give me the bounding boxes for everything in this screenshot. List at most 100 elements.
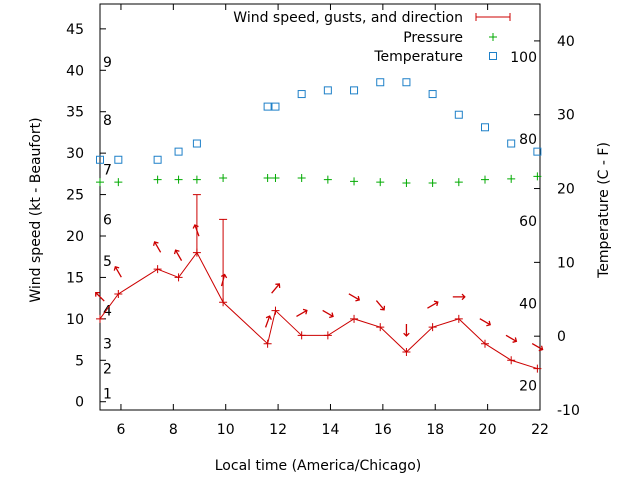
legend-label-wind: Wind speed, gusts, and direction	[233, 10, 463, 26]
left-tick-label: 30	[66, 146, 84, 162]
wind-speed-point	[153, 265, 162, 274]
pressure-point	[454, 178, 463, 187]
x-axis-ticks: 6 8 10 12 14 16 18 20 22	[116, 4, 549, 438]
pressure-point	[376, 178, 385, 187]
left-tick-label: 40	[66, 63, 84, 79]
fahrenheit-label: 40	[519, 297, 537, 313]
temperature-point	[507, 139, 516, 148]
left-tick-label: 15	[66, 270, 84, 286]
pressure-point	[350, 177, 359, 186]
wind-speed-point	[376, 323, 385, 332]
pressure-point	[323, 175, 332, 184]
pressure-point	[402, 178, 411, 187]
pressure-point	[153, 175, 162, 184]
left-tick-label: 20	[66, 229, 84, 245]
wind-direction-arrow	[152, 241, 162, 253]
temperature-point	[263, 102, 272, 111]
x-tick-label: 6	[116, 422, 125, 438]
temperature-point	[533, 147, 542, 156]
legend-sample-wind	[475, 13, 511, 21]
temperature-point	[271, 102, 280, 111]
wind-speed-point	[271, 306, 280, 315]
beaufort-label: 6	[103, 212, 112, 228]
left-axis-ticks: 0 5 10 15 20 25 30 35 40 45	[66, 22, 106, 411]
fahrenheit-label: 20	[519, 379, 537, 395]
temperature-point	[297, 90, 306, 99]
temperature-point	[428, 90, 437, 99]
pressure-point	[114, 178, 123, 187]
pressure-series	[96, 172, 542, 187]
wind-direction-arrow	[296, 308, 308, 317]
wind-direction-arrow	[403, 324, 410, 337]
temperature-point	[153, 155, 162, 164]
legend: Wind speed, gusts, and direction Pressur…	[233, 10, 511, 65]
pressure-point	[297, 174, 306, 182]
temperature-series	[96, 78, 542, 164]
left-tick-label: 35	[66, 105, 84, 121]
wind-direction-arrow	[452, 293, 466, 301]
right-tick-label: -10	[557, 403, 580, 419]
wind-direction-arrow	[271, 283, 281, 294]
legend-sample-temperature	[489, 52, 497, 60]
right-tick-label: 0	[557, 329, 566, 345]
left-tick-label: 25	[66, 188, 84, 204]
left-tick-label: 5	[75, 353, 84, 369]
beaufort-label: 3	[103, 337, 112, 353]
x-tick-label: 20	[479, 422, 497, 438]
x-tick-label: 16	[374, 422, 392, 438]
temperature-point	[192, 139, 201, 148]
wind-speed-point	[428, 323, 437, 332]
wind-speed-point	[114, 290, 123, 298]
wind-speed-point	[323, 331, 332, 340]
fahrenheit-label: 80	[519, 132, 537, 148]
beaufort-label: 8	[103, 113, 112, 129]
pressure-point	[219, 174, 228, 182]
left-tick-label: 0	[75, 395, 84, 411]
wind-speed-line	[99, 251, 538, 370]
wind-direction-arrow	[113, 266, 122, 278]
x-tick-label: 14	[322, 422, 340, 438]
wind-direction-arrow	[220, 273, 228, 287]
temperature-point	[114, 155, 123, 164]
right-axis-ticks: -10 0 10 20 30 40	[534, 34, 580, 419]
wind-speed-point	[402, 348, 411, 356]
left-tick-label: 10	[66, 312, 84, 328]
wind-speed-point	[481, 339, 489, 348]
wind-direction-arrow	[322, 309, 334, 319]
x-tick-label: 12	[269, 422, 287, 438]
x-tick-label: 10	[217, 422, 235, 438]
beaufort-label: 5	[103, 254, 112, 270]
temperature-point	[350, 86, 359, 95]
wind-speed-point	[297, 331, 306, 340]
plot-border	[99, 3, 541, 411]
wind-direction-arrow	[95, 291, 105, 302]
beaufort-label: 2	[103, 362, 112, 378]
fahrenheit-label: 60	[519, 214, 537, 230]
beaufort-labels: 1 2 3 4 5 6 7 8 9	[103, 55, 112, 402]
wind-direction-arrow	[427, 300, 439, 309]
legend-label-pressure: Pressure	[403, 30, 463, 46]
wind-direction-arrow	[531, 343, 544, 352]
right-axis-label: Temperature (C - F)	[596, 142, 612, 279]
temperature-point	[481, 123, 489, 132]
wind-speed-point	[533, 364, 542, 373]
pressure-point	[96, 178, 104, 187]
right-tick-label: 40	[557, 34, 575, 50]
x-axis-label: Local time (America/Chicago)	[215, 458, 421, 474]
pressure-point	[271, 174, 280, 182]
x-tick-label: 18	[426, 422, 444, 438]
wind-direction-arrow	[264, 315, 272, 328]
beaufort-label: 1	[103, 386, 112, 402]
temperature-point	[323, 86, 332, 95]
beaufort-label: 4	[103, 304, 112, 320]
temperature-point	[174, 147, 183, 156]
wind-speed-point	[350, 314, 359, 323]
left-tick-label: 45	[66, 22, 84, 38]
fahrenheit-labels: 20 40 60 80 100	[510, 50, 537, 394]
wind-gust-bar	[219, 218, 228, 303]
pressure-point	[481, 175, 489, 184]
beaufort-label: 9	[103, 55, 112, 71]
legend-label-temperature: Temperature	[373, 49, 463, 65]
pressure-point	[192, 175, 201, 184]
beaufort-label: 7	[103, 163, 112, 179]
